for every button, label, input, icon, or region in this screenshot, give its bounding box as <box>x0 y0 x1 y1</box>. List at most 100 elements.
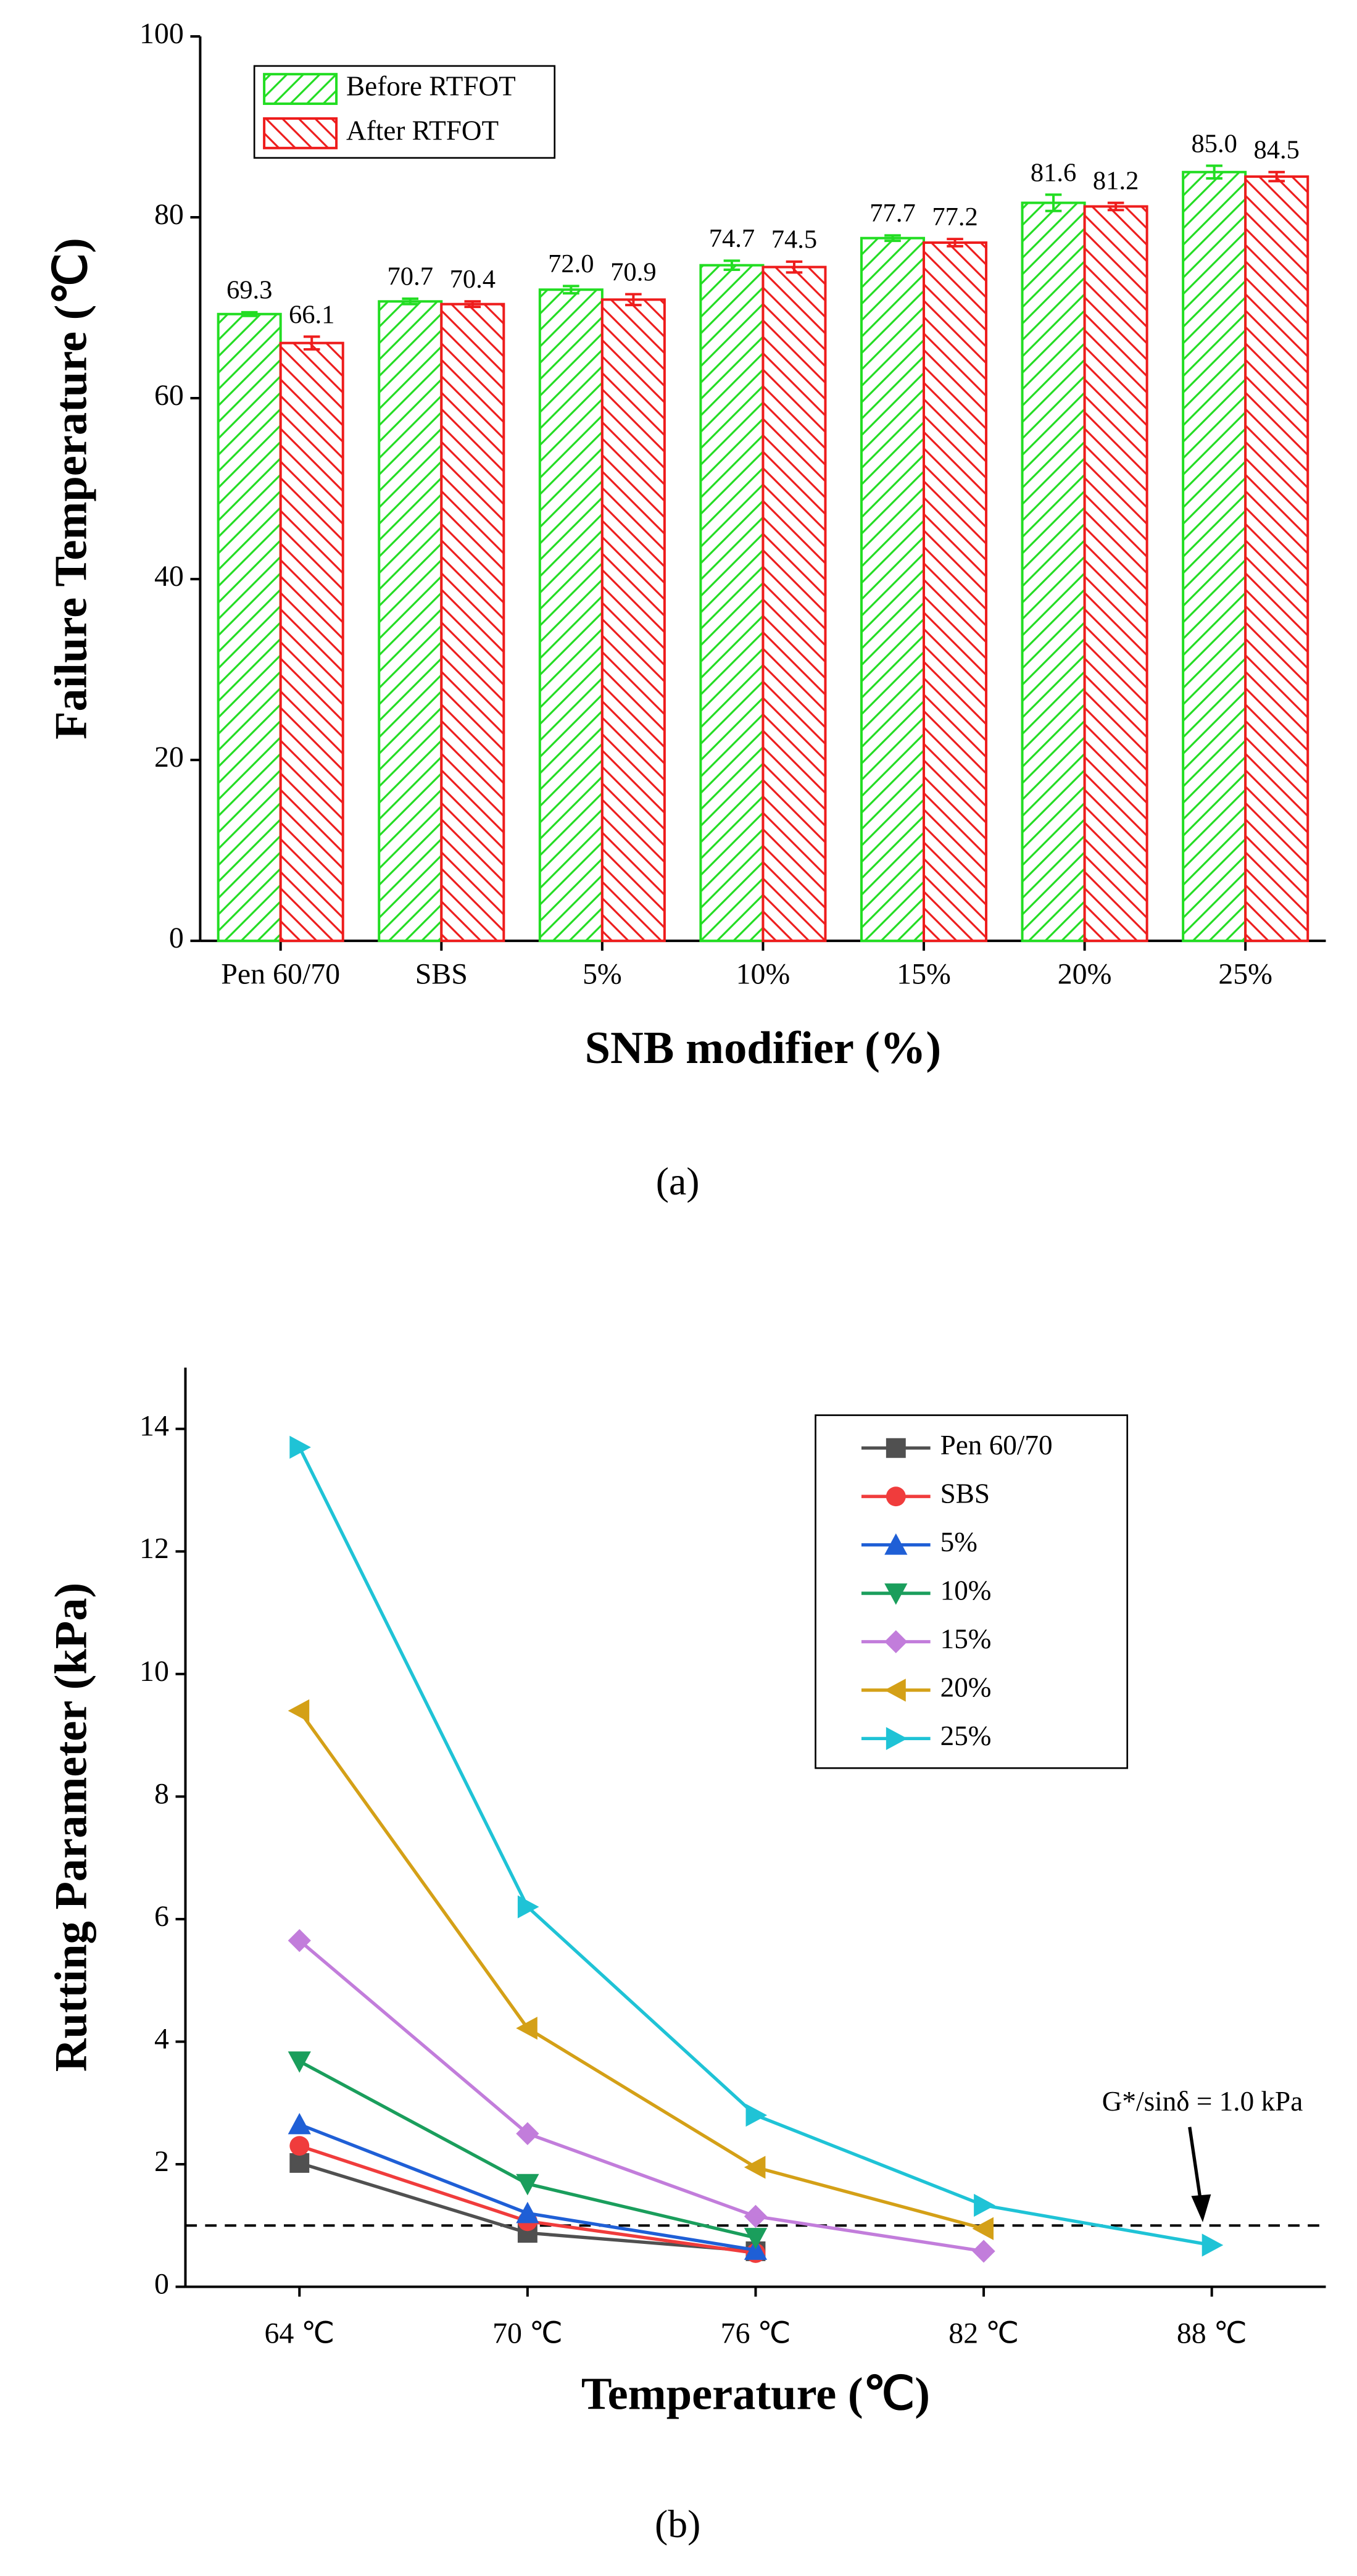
marker <box>288 2112 311 2135</box>
series-line <box>298 1709 984 2230</box>
legend: Before RTFOT After RTFOT <box>253 65 556 159</box>
value-label: 74.5 <box>771 225 817 254</box>
error-bar <box>947 238 963 248</box>
bar <box>378 300 443 943</box>
y-tick-label: 0 <box>169 922 184 954</box>
legend-label: 25% <box>940 1720 992 1751</box>
y-tick-label: 12 <box>139 1532 169 1565</box>
bar <box>600 298 666 943</box>
x-axis-title: Temperature (℃) <box>581 2369 930 2419</box>
marker <box>516 2174 539 2196</box>
marker <box>1201 2233 1224 2257</box>
value-label: 81.6 <box>1031 158 1076 187</box>
x-tick-label: 15% <box>897 958 951 991</box>
bar <box>1244 175 1309 943</box>
marker <box>517 1895 539 1919</box>
error-bar <box>786 260 803 274</box>
marker <box>972 2217 994 2240</box>
marker <box>886 1486 906 1507</box>
caption: (a) <box>656 1159 700 1203</box>
marker <box>884 1678 906 1702</box>
value-label: 66.1 <box>289 300 334 329</box>
y-tick-label: 2 <box>154 2145 169 2178</box>
marker <box>516 2201 539 2224</box>
y-tick-label: 80 <box>154 198 184 231</box>
y-tick-label: 40 <box>154 560 184 593</box>
value-label: 70.7 <box>388 262 433 291</box>
value-label: 69.3 <box>226 276 272 305</box>
marker <box>516 2122 539 2145</box>
x-tick-label: 10% <box>736 958 791 991</box>
marker <box>884 1630 908 1654</box>
value-label: 72.0 <box>548 249 594 278</box>
bar <box>860 236 926 943</box>
legend-label: 15% <box>940 1624 992 1654</box>
y-tick-label: 60 <box>154 379 184 412</box>
legend-label: 10% <box>940 1575 992 1606</box>
value-label: 81.2 <box>1093 166 1139 195</box>
x-tick-label: 88 ℃ <box>1177 2317 1247 2349</box>
marker <box>974 2193 995 2217</box>
x-tick-label: SBS <box>415 958 468 991</box>
legend-label: Before RTFOT <box>346 70 516 101</box>
y-axis-title: Rutting Parameter (kPa) <box>46 1583 96 2072</box>
y-tick-label: 10 <box>139 1655 169 1688</box>
annotation: G*/sinδ = 1.0 kPa <box>1102 2086 1303 2117</box>
marker <box>288 1929 311 1953</box>
marker <box>289 2136 310 2156</box>
value-label: 77.2 <box>932 202 977 231</box>
bar <box>440 302 505 943</box>
marker <box>289 1435 311 1459</box>
bar <box>217 312 282 943</box>
error-bar <box>1268 170 1285 183</box>
error-bar <box>563 285 579 295</box>
marker <box>289 2153 310 2173</box>
bar <box>761 265 827 943</box>
marker <box>884 1533 908 1555</box>
y-tick-label: 6 <box>154 1900 169 1933</box>
error-bar <box>1206 164 1222 180</box>
value-label: 74.7 <box>709 224 755 253</box>
marker <box>745 2103 768 2127</box>
marker <box>744 2204 768 2228</box>
legend-label: 5% <box>940 1527 977 1557</box>
y-tick-label: 14 <box>139 1410 169 1443</box>
x-tick-label: 82 ℃ <box>948 2317 1019 2349</box>
error-bar <box>402 297 419 306</box>
bar <box>699 264 765 943</box>
value-label: 77.7 <box>869 199 915 228</box>
error-bar <box>464 300 481 309</box>
legend-label: 20% <box>940 1672 992 1703</box>
y-tick-label: 20 <box>154 741 184 773</box>
error-bar <box>303 335 320 351</box>
error-bar <box>1045 193 1062 212</box>
legend: Pen 60/70 SBS 5% 10% 15% 20% 25% <box>815 1414 1129 1769</box>
x-tick-label: 25% <box>1218 958 1272 991</box>
error-bar <box>723 259 741 271</box>
value-label: 70.9 <box>610 257 656 286</box>
bar <box>279 341 344 943</box>
y-axis-title: Failure Temperature (℃) <box>46 238 96 740</box>
y-tick-label: 100 <box>139 17 184 50</box>
value-label: 85.0 <box>1191 129 1237 158</box>
marker <box>972 2240 995 2263</box>
marker <box>884 1583 908 1605</box>
caption: (b) <box>655 2502 700 2546</box>
y-tick-label: 4 <box>154 2022 169 2055</box>
x-tick-label: 70 ℃ <box>492 2317 563 2349</box>
legend-box <box>815 1414 1129 1769</box>
x-tick-label: 5% <box>583 958 622 991</box>
error-bar <box>241 311 258 317</box>
marker <box>288 2051 311 2073</box>
value-label: 84.5 <box>1253 136 1299 165</box>
x-tick-label: Pen 60/70 <box>221 958 340 991</box>
marker <box>744 2228 768 2249</box>
error-bar <box>884 234 901 243</box>
bar <box>538 288 604 943</box>
legend-label: SBS <box>940 1478 990 1509</box>
marker <box>886 1727 908 1751</box>
bar <box>923 241 988 943</box>
x-tick-label: 64 ℃ <box>264 2317 334 2349</box>
